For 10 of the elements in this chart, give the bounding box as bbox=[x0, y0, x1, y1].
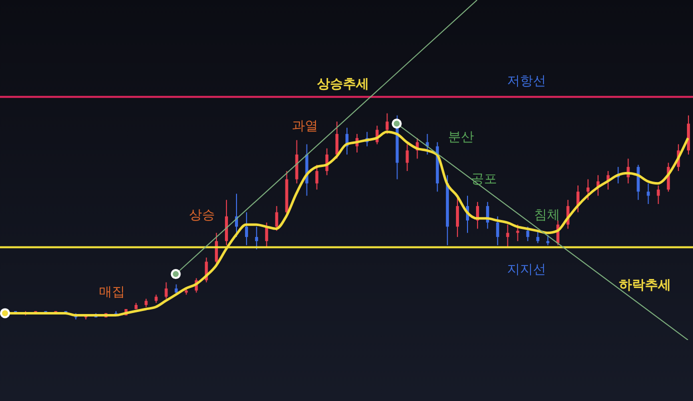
annotation: 침체 bbox=[534, 207, 560, 224]
ref-line-label: 지지선 bbox=[507, 262, 546, 278]
annotation: 분산 bbox=[448, 129, 474, 146]
series-label: 상승추세 bbox=[317, 76, 369, 93]
annotation: 매집 bbox=[99, 284, 125, 301]
annotation: 과열 bbox=[292, 118, 318, 135]
series-label: 하락추세 bbox=[619, 277, 671, 294]
annotation: 상승 bbox=[189, 207, 215, 224]
ref-line-label: 저항선 bbox=[507, 74, 546, 89]
annotation: 공포 bbox=[471, 171, 497, 188]
